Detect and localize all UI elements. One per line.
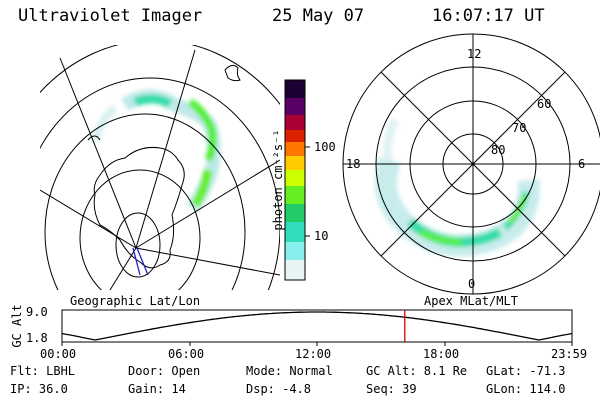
mlat-label-70: 70	[512, 121, 527, 135]
geographic-map	[40, 45, 280, 290]
time-tick-1200: 12:00	[295, 347, 332, 361]
status-flt: Flt: LBHL	[10, 364, 76, 378]
right-map-label: Apex MLat/MLT	[424, 294, 518, 308]
status-seq: Seq: 39	[366, 382, 417, 396]
observation-date: 25 May 07	[272, 6, 365, 26]
status-glon: GLon: 114.0	[486, 382, 566, 396]
mlt-label-12: 12	[467, 47, 482, 61]
status-mode: Mode: Normal	[246, 364, 333, 378]
time-tick-2359: 23:59	[551, 347, 588, 361]
time-tick-1800: 18:00	[423, 347, 460, 361]
altitude-curve	[61, 311, 573, 341]
status-dsp: Dsp: -4.8	[246, 382, 312, 396]
time-tick-0600: 06:00	[168, 347, 205, 361]
colorbar-tick-100: 100	[314, 140, 336, 154]
altitude-ytick-top: 9.0	[26, 305, 48, 319]
mlat-label-60: 60	[537, 97, 552, 111]
colorbar	[284, 79, 310, 281]
status-ip: IP: 36.0	[10, 382, 68, 396]
mlt-label-0: 0	[468, 277, 476, 291]
mlt-label-18: 18	[346, 157, 361, 171]
status-gain: Gain: 14	[128, 382, 186, 396]
time-tick-0000: 00:00	[40, 347, 77, 361]
left-auroral-oval	[91, 89, 221, 213]
mlt-label-6: 6	[578, 157, 586, 171]
polar-map	[342, 33, 600, 295]
observation-time: 16:07:17 UT	[432, 6, 545, 26]
altitude-ytick-bottom: 1.8	[26, 331, 48, 345]
altitude-ylabel: GC Alt	[10, 304, 25, 348]
status-glat: GLat: -71.3	[486, 364, 566, 378]
colorbar-label: photon cm⁻²s⁻¹	[271, 129, 285, 231]
colorbar-tick-10: 10	[314, 229, 329, 243]
altitude-plot	[61, 309, 573, 346]
status-gcalt: GC Alt: 8.1 Re	[366, 364, 468, 378]
left-map-label: Geographic Lat/Lon	[70, 294, 201, 308]
instrument-title: Ultraviolet Imager	[18, 6, 203, 26]
mlat-label-80: 80	[491, 143, 506, 157]
status-door: Door: Open	[128, 364, 201, 378]
